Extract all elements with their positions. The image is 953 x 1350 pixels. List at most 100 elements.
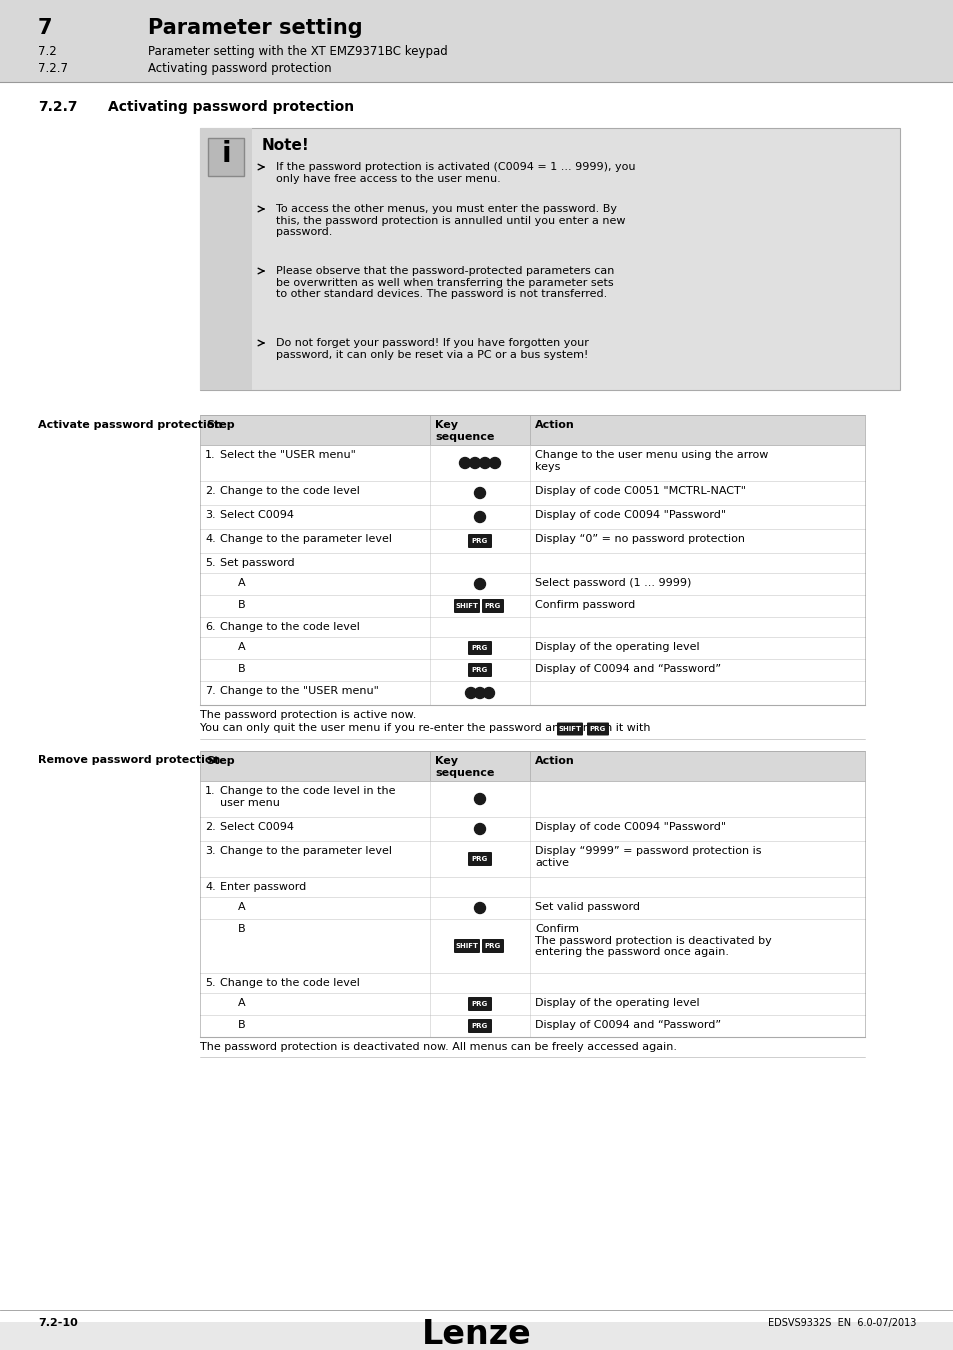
Text: 4.: 4. xyxy=(205,535,215,544)
Bar xyxy=(200,128,252,390)
Text: Set password: Set password xyxy=(220,558,294,568)
Text: Step: Step xyxy=(206,420,234,431)
Bar xyxy=(200,481,864,505)
Bar xyxy=(200,128,899,390)
FancyBboxPatch shape xyxy=(481,940,503,953)
Text: PRG: PRG xyxy=(472,539,488,544)
Text: Note!: Note! xyxy=(262,138,310,153)
FancyBboxPatch shape xyxy=(481,599,503,613)
Text: Select C0094: Select C0094 xyxy=(220,510,294,520)
Text: Select password (1 ... 9999): Select password (1 ... 9999) xyxy=(535,578,691,589)
Text: Confirm password: Confirm password xyxy=(535,599,635,610)
FancyBboxPatch shape xyxy=(468,1019,492,1033)
Text: PRG: PRG xyxy=(472,1000,488,1007)
Text: Display of C0094 and “Password”: Display of C0094 and “Password” xyxy=(535,1021,720,1030)
Text: SHIFT: SHIFT xyxy=(455,603,478,609)
Text: SHIFT: SHIFT xyxy=(558,726,581,732)
Bar xyxy=(200,505,864,529)
Text: i: i xyxy=(221,140,231,167)
Text: PRG: PRG xyxy=(472,667,488,674)
Text: Lenze: Lenze xyxy=(421,1318,532,1350)
Text: B: B xyxy=(237,923,245,934)
Text: 7.: 7. xyxy=(205,686,215,697)
Text: Remove password protection: Remove password protection xyxy=(38,755,220,765)
Text: Key
sequence: Key sequence xyxy=(435,756,494,778)
Text: 2.: 2. xyxy=(205,822,215,832)
FancyBboxPatch shape xyxy=(468,641,492,655)
Text: 7: 7 xyxy=(38,18,52,38)
Bar xyxy=(200,554,864,572)
Circle shape xyxy=(469,458,480,468)
Text: Change to the parameter level: Change to the parameter level xyxy=(220,846,392,856)
Text: Display of code C0094 "Password": Display of code C0094 "Password" xyxy=(535,822,725,832)
Circle shape xyxy=(474,794,485,805)
Bar xyxy=(200,617,864,637)
FancyBboxPatch shape xyxy=(586,722,608,736)
Text: Display of code C0051 "MCTRL-NACT": Display of code C0051 "MCTRL-NACT" xyxy=(535,486,745,495)
Circle shape xyxy=(474,687,485,698)
FancyBboxPatch shape xyxy=(468,663,492,676)
Bar xyxy=(200,414,864,446)
Text: Activating password protection: Activating password protection xyxy=(108,100,354,113)
Text: Change to the "USER menu": Change to the "USER menu" xyxy=(220,686,378,697)
Text: 6.: 6. xyxy=(205,622,215,632)
Text: SHIFT: SHIFT xyxy=(455,944,478,949)
Text: Change to the code level: Change to the code level xyxy=(220,622,359,632)
Text: 5.: 5. xyxy=(205,558,215,568)
Text: Action: Action xyxy=(535,756,574,765)
Bar xyxy=(200,637,864,659)
Circle shape xyxy=(474,903,485,914)
FancyBboxPatch shape xyxy=(454,940,479,953)
Text: Display of C0094 and “Password”: Display of C0094 and “Password” xyxy=(535,664,720,674)
FancyBboxPatch shape xyxy=(557,722,582,736)
Bar xyxy=(200,896,864,919)
Text: 1.: 1. xyxy=(205,786,215,796)
Text: B: B xyxy=(237,664,245,674)
Text: Display of the operating level: Display of the operating level xyxy=(535,998,699,1008)
Bar xyxy=(200,572,864,595)
Text: Change to the parameter level: Change to the parameter level xyxy=(220,535,392,544)
Bar xyxy=(208,138,244,176)
Bar xyxy=(200,659,864,680)
Bar xyxy=(200,446,864,481)
Text: Key
sequence: Key sequence xyxy=(435,420,494,441)
Text: Parameter setting with the XT EMZ9371BC keypad: Parameter setting with the XT EMZ9371BC … xyxy=(148,45,447,58)
Text: A: A xyxy=(237,578,245,589)
Text: Display “0” = no password protection: Display “0” = no password protection xyxy=(535,535,744,544)
Bar xyxy=(200,751,864,782)
Text: EDSVS9332S  EN  6.0-07/2013: EDSVS9332S EN 6.0-07/2013 xyxy=(767,1318,915,1328)
Circle shape xyxy=(474,579,485,590)
Bar xyxy=(200,680,864,705)
FancyBboxPatch shape xyxy=(454,599,479,613)
Text: 3.: 3. xyxy=(205,510,215,520)
Text: Display of code C0094 "Password": Display of code C0094 "Password" xyxy=(535,510,725,520)
Text: PRG: PRG xyxy=(472,1023,488,1029)
Bar xyxy=(0,0,953,82)
Text: Step: Step xyxy=(206,756,234,765)
Text: Activate password protection: Activate password protection xyxy=(38,420,222,431)
Text: Parameter setting: Parameter setting xyxy=(148,18,362,38)
Text: A: A xyxy=(237,902,245,913)
Text: Change to the user menu using the arrow
keys: Change to the user menu using the arrow … xyxy=(535,450,767,471)
Text: 3.: 3. xyxy=(205,846,215,856)
FancyBboxPatch shape xyxy=(468,535,492,548)
Text: Please observe that the password-protected parameters can
be overwritten as well: Please observe that the password-protect… xyxy=(275,266,614,300)
Text: B: B xyxy=(237,1021,245,1030)
Text: 7.2-10: 7.2-10 xyxy=(38,1318,77,1328)
Text: Select C0094: Select C0094 xyxy=(220,822,294,832)
Text: 7.2: 7.2 xyxy=(38,45,56,58)
Circle shape xyxy=(483,687,494,698)
Text: PRG: PRG xyxy=(484,603,500,609)
Text: 4.: 4. xyxy=(205,882,215,892)
Bar xyxy=(200,919,864,973)
Text: A: A xyxy=(237,998,245,1008)
Text: 1.: 1. xyxy=(205,450,215,460)
FancyBboxPatch shape xyxy=(468,852,492,865)
Circle shape xyxy=(474,512,485,522)
Text: Display “9999” = password protection is
active: Display “9999” = password protection is … xyxy=(535,846,760,868)
Text: Enter password: Enter password xyxy=(220,882,306,892)
Text: 7.2.7: 7.2.7 xyxy=(38,62,68,76)
Text: Display of the operating level: Display of the operating level xyxy=(535,643,699,652)
Bar xyxy=(200,1015,864,1037)
Text: 7.2.7: 7.2.7 xyxy=(38,100,77,113)
